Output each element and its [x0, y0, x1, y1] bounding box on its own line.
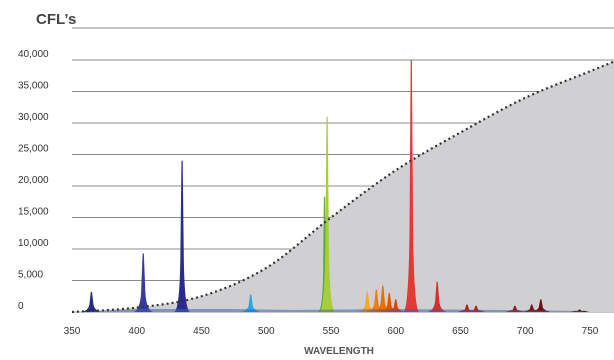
spectrum-peak — [373, 285, 393, 312]
spectrum-baseline — [74, 309, 584, 312]
spectrum-peak — [357, 291, 377, 312]
spectrum-peak — [133, 253, 153, 312]
y-tick-label: 20,000 — [18, 175, 49, 186]
x-tick-label: 450 — [193, 326, 210, 337]
spectrum-peak — [403, 60, 420, 312]
y-tick-label: 15,000 — [18, 207, 49, 218]
spectrum-peak — [531, 299, 551, 312]
spectrum-peak — [427, 281, 447, 312]
spectrum-peak — [81, 291, 102, 312]
y-tick-label: 35,000 — [18, 81, 49, 92]
y-axis-tick-labels: 0 5,000 10,000 15,000 20,000 25,000 30,000 35,0… — [18, 49, 49, 312]
x-tick-label: 650 — [452, 326, 469, 337]
x-axis-tick-labels: 350 400 450 500 550 600 650 700 750 — [64, 326, 599, 337]
reference-curve-area — [72, 61, 614, 312]
spectrum-peak — [466, 305, 486, 312]
x-tick-label: 400 — [128, 326, 145, 337]
reference-curve-dotted-line — [71, 60, 614, 314]
spectrum-peak — [319, 116, 336, 312]
spectrum-peak — [505, 305, 525, 312]
spectrum-peaks — [74, 60, 590, 312]
x-tick-label: 750 — [582, 326, 599, 337]
spectrum-peak — [386, 299, 406, 312]
y-tick-label: 40,000 — [18, 49, 49, 60]
spectrum-peak — [457, 304, 477, 312]
spectrum-peak — [379, 293, 399, 312]
chart-title: CFL’s — [36, 11, 76, 28]
x-tick-label: 350 — [64, 326, 81, 337]
x-tick-label: 550 — [323, 326, 340, 337]
y-tick-label: 0 — [18, 301, 24, 312]
y-tick-label: 5,000 — [18, 270, 43, 281]
spectrum-peak — [366, 289, 386, 312]
x-tick-label: 500 — [258, 326, 275, 337]
y-tick-label: 10,000 — [18, 238, 49, 249]
spectrum-peak — [318, 196, 331, 312]
y-tick-label: 25,000 — [18, 144, 49, 155]
spectrum-peak — [174, 160, 191, 312]
spectrum-peak — [522, 304, 542, 312]
x-tick-label: 700 — [517, 326, 534, 337]
spectrum-peak — [241, 294, 261, 312]
x-axis-label: WAVELENGTH — [304, 346, 374, 357]
x-tick-label: 600 — [387, 326, 404, 337]
y-tick-label: 30,000 — [18, 112, 49, 123]
